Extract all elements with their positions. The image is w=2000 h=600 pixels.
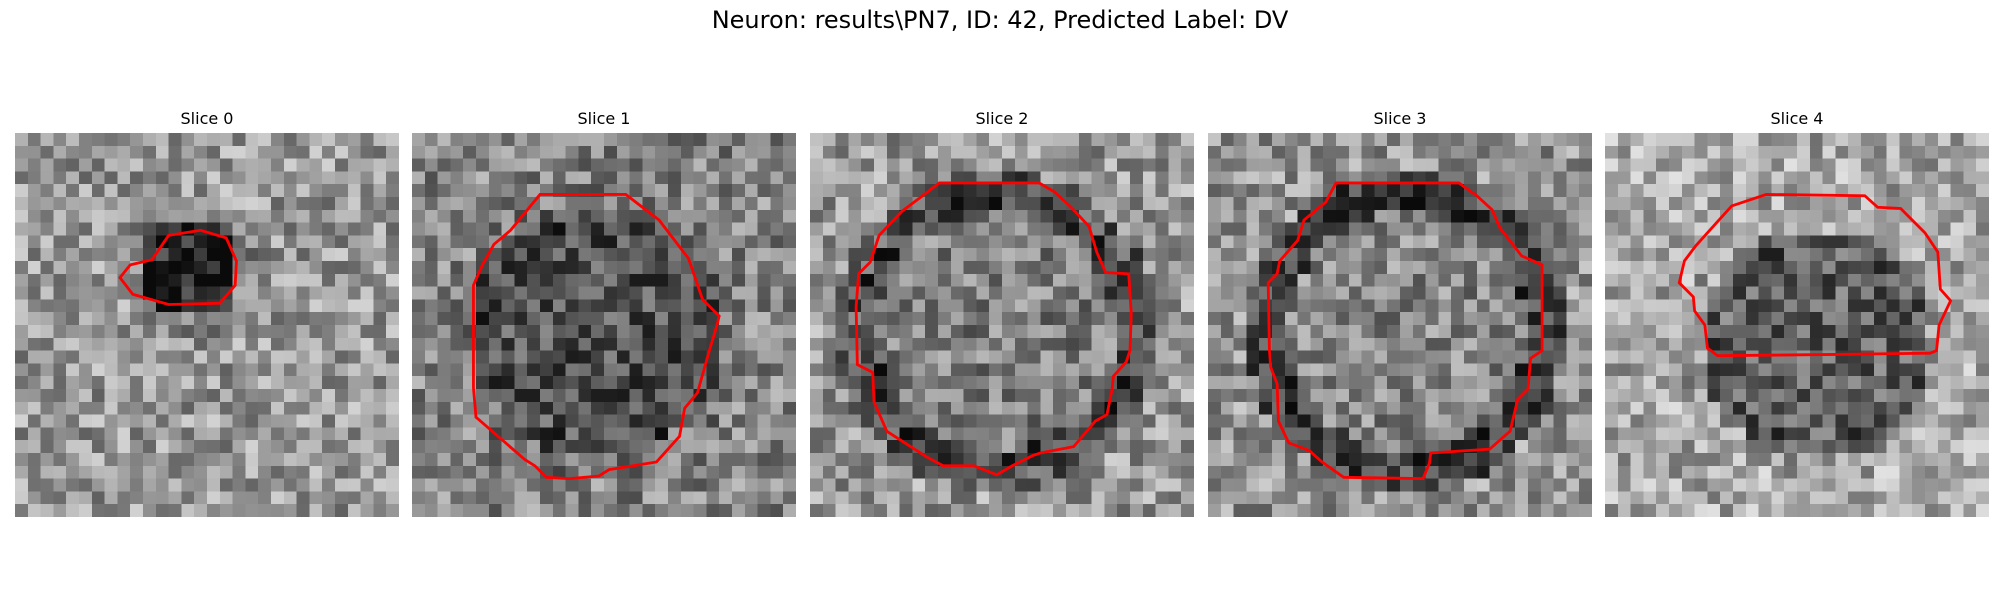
segmentation-contour-4 bbox=[1677, 193, 1953, 358]
slice-panel-0: Slice 0 bbox=[15, 109, 399, 517]
slice-image-0 bbox=[15, 133, 399, 517]
slice-title-3: Slice 3 bbox=[1373, 109, 1427, 128]
slice-image-2 bbox=[810, 133, 1194, 517]
slice-title-1: Slice 1 bbox=[577, 109, 631, 128]
slice-title-4: Slice 4 bbox=[1770, 109, 1824, 128]
pixel-grid-4 bbox=[1605, 133, 1989, 517]
slice-image-4 bbox=[1605, 133, 1989, 517]
slice-image-1 bbox=[412, 133, 796, 517]
segmentation-contour-1 bbox=[472, 193, 721, 481]
pixel-grid-3 bbox=[1208, 133, 1592, 517]
segmentation-contour-3 bbox=[1266, 181, 1544, 481]
slice-panel-3: Slice 3 bbox=[1208, 109, 1592, 517]
pixel-grid-0 bbox=[15, 133, 399, 517]
pixel-grid-1 bbox=[412, 133, 796, 517]
segmentation-contour-2 bbox=[854, 181, 1133, 477]
slice-panel-1: Slice 1 bbox=[412, 109, 796, 517]
slice-title-2: Slice 2 bbox=[975, 109, 1029, 128]
figure-title: Neuron: results\PN7, ID: 42, Predicted L… bbox=[711, 6, 1289, 34]
segmentation-contour-0 bbox=[118, 228, 238, 306]
slice-panel-4: Slice 4 bbox=[1605, 109, 1989, 517]
pixel-grid-2 bbox=[810, 133, 1194, 517]
slice-image-3 bbox=[1208, 133, 1592, 517]
slice-title-0: Slice 0 bbox=[180, 109, 234, 128]
slice-panel-2: Slice 2 bbox=[810, 109, 1194, 517]
